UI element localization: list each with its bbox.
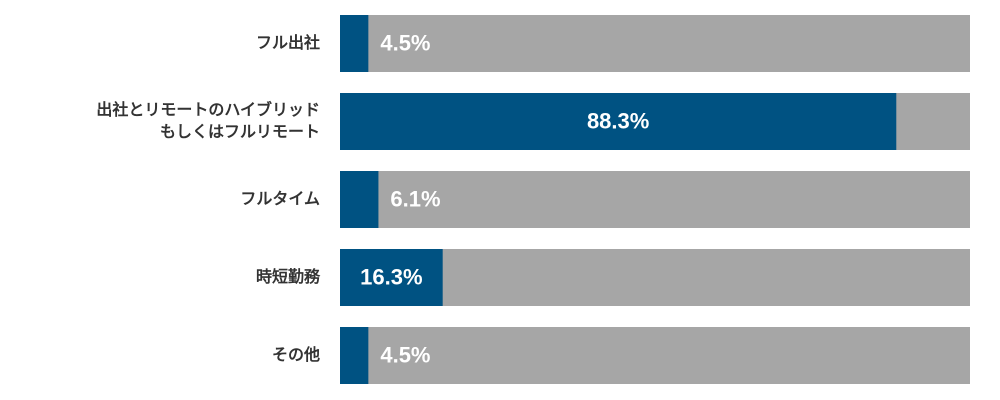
category-label: 時短勤務 xyxy=(256,267,321,286)
bar xyxy=(340,15,369,72)
bar-track xyxy=(340,327,970,384)
value-label: 4.5% xyxy=(380,342,430,367)
bar-track xyxy=(340,171,970,228)
bar xyxy=(340,249,443,306)
bar-track xyxy=(340,249,970,306)
value-label: 16.3% xyxy=(360,264,422,289)
value-label: 6.1% xyxy=(390,186,440,211)
bar-track xyxy=(340,15,970,72)
value-label: 88.3% xyxy=(587,108,649,133)
bar xyxy=(340,171,379,228)
value-label: 4.5% xyxy=(380,30,430,55)
category-label: フルタイム xyxy=(240,189,320,208)
category-label: 出社とリモートのハイブリッド xyxy=(96,100,320,119)
category-label: その他 xyxy=(272,345,320,364)
category-label: フル出社 xyxy=(256,33,320,52)
category-label: もしくはフルリモート xyxy=(160,122,320,141)
bar xyxy=(340,93,897,150)
bar xyxy=(340,327,369,384)
